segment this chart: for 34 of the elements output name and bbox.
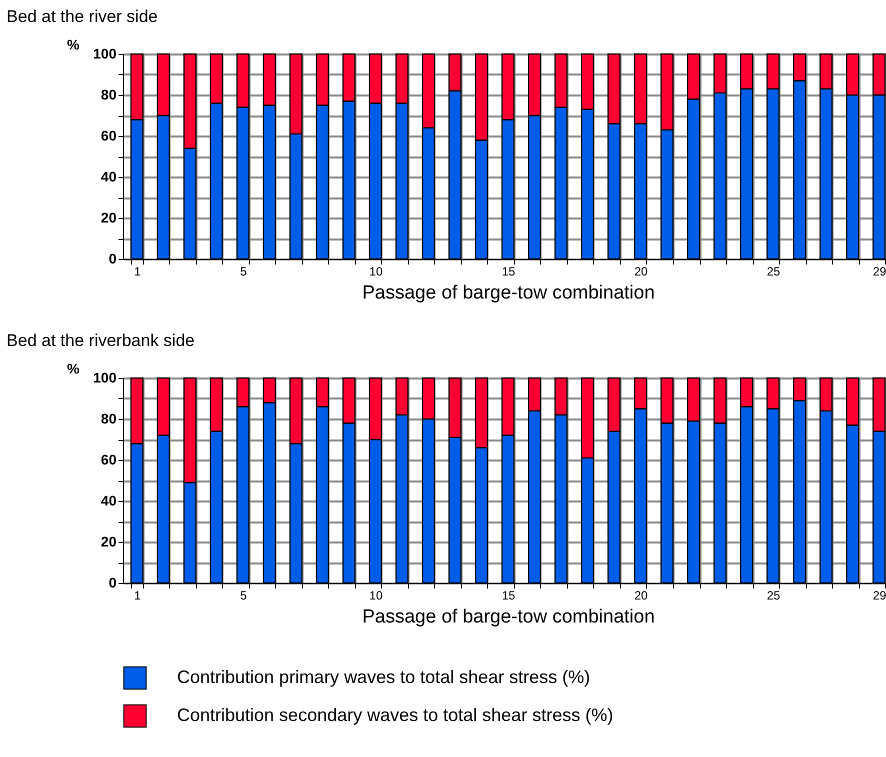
- y-tick-label: 80: [100, 86, 117, 102]
- y-tick-label: 40: [100, 168, 117, 184]
- y-tick-label: 60: [100, 128, 117, 144]
- x-tick-label: 25: [766, 264, 781, 278]
- y-tick-label: 80: [100, 410, 117, 426]
- chart-title: Bed at the river side: [6, 7, 158, 26]
- x-tick-label: 29: [872, 264, 886, 278]
- y-tick-label: 0: [108, 250, 117, 266]
- y-tick-label: 20: [100, 534, 117, 550]
- x-tick-label: 20: [634, 588, 648, 602]
- y-tick-label: 20: [100, 210, 117, 226]
- y-tick-label: 0: [108, 574, 117, 590]
- x-tick-label: 1: [134, 588, 142, 602]
- x-tick-label: 29: [872, 588, 886, 602]
- x-tick-label: 5: [240, 264, 248, 278]
- x-tick-label: 10: [369, 588, 383, 602]
- x-tick-label: 5: [240, 588, 248, 602]
- y-axis-title: %: [67, 360, 80, 376]
- x-tick-label: 20: [634, 264, 648, 278]
- x-tick-label: 15: [502, 264, 516, 278]
- x-axis-title: Passage of barge-tow combination: [362, 606, 655, 628]
- y-tick-label: 60: [100, 452, 117, 468]
- x-axis-title: Passage of barge-tow combination: [362, 282, 655, 304]
- legend-label: Contribution secondary waves to total shear stress (%): [177, 705, 614, 725]
- y-tick-label: 100: [93, 46, 117, 62]
- legend-label: Contribution primary waves to total shear stress (%): [177, 667, 590, 687]
- x-tick-label: 1: [134, 264, 142, 278]
- y-axis-title: %: [67, 36, 80, 52]
- y-tick-label: 40: [100, 492, 117, 508]
- chart-title: Bed at the riverbank side: [6, 331, 195, 350]
- x-tick-label: 15: [502, 588, 516, 602]
- x-tick-label: 25: [766, 588, 781, 602]
- x-tick-label: 10: [369, 264, 383, 278]
- y-tick-label: 100: [93, 370, 117, 386]
